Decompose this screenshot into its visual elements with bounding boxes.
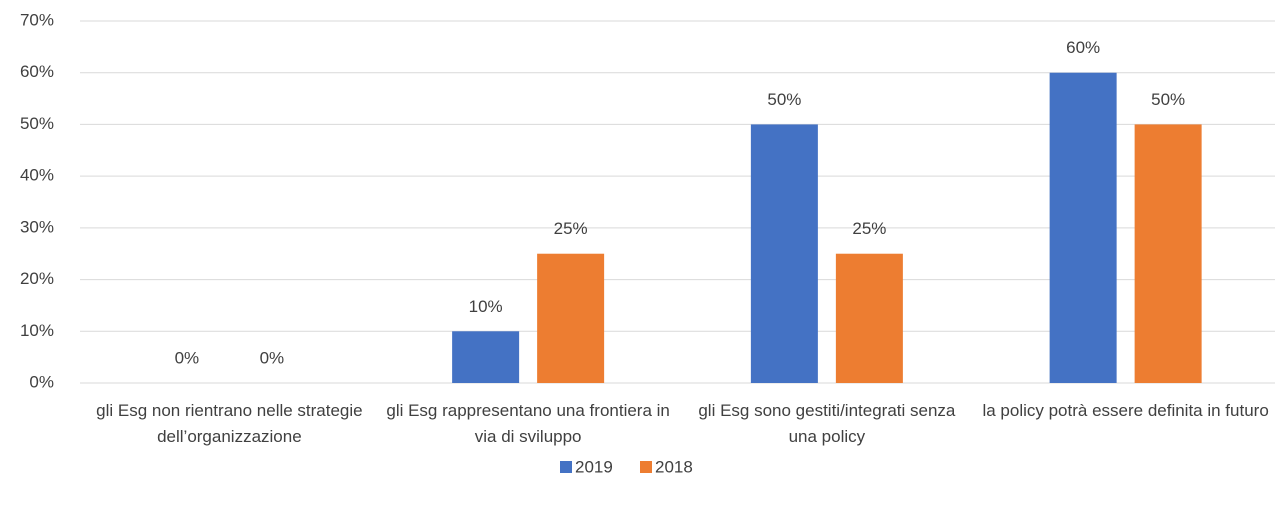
x-tick-label: gli Esg sono gestiti/integrati senza una… [698, 401, 956, 446]
y-tick-label: 30% [20, 217, 54, 236]
y-tick-label: 40% [20, 166, 54, 185]
data-label: 50% [767, 90, 801, 109]
legend-swatch [560, 461, 572, 473]
legend-swatch [640, 461, 652, 473]
data-label: 0% [175, 348, 200, 367]
bar [1049, 72, 1117, 383]
x-tick-label: gli Esg rappresentano una frontiera in v… [386, 401, 670, 446]
y-tick-label: 20% [20, 269, 54, 288]
y-tick-label: 0% [29, 372, 54, 391]
data-label: 0% [260, 348, 285, 367]
y-tick-label: 70% [20, 10, 54, 29]
data-label: 60% [1066, 38, 1100, 57]
y-tick-label: 10% [20, 321, 54, 340]
data-label: 10% [469, 297, 503, 316]
data-label: 50% [1151, 90, 1185, 109]
data-label: 25% [554, 219, 588, 238]
bar [835, 253, 903, 383]
legend-label: 2019 [575, 457, 613, 476]
x-tick-label: la policy potrà essere definita in futur… [982, 401, 1269, 420]
bar [1134, 124, 1202, 383]
bar [750, 124, 818, 383]
x-tick-label: gli Esg non rientrano nelle strategie de… [96, 401, 363, 446]
bar [452, 331, 520, 383]
y-tick-label: 60% [20, 62, 54, 81]
legend-label: 2018 [655, 457, 693, 476]
bar [537, 253, 605, 383]
data-label: 25% [852, 219, 886, 238]
y-tick-label: 50% [20, 114, 54, 133]
